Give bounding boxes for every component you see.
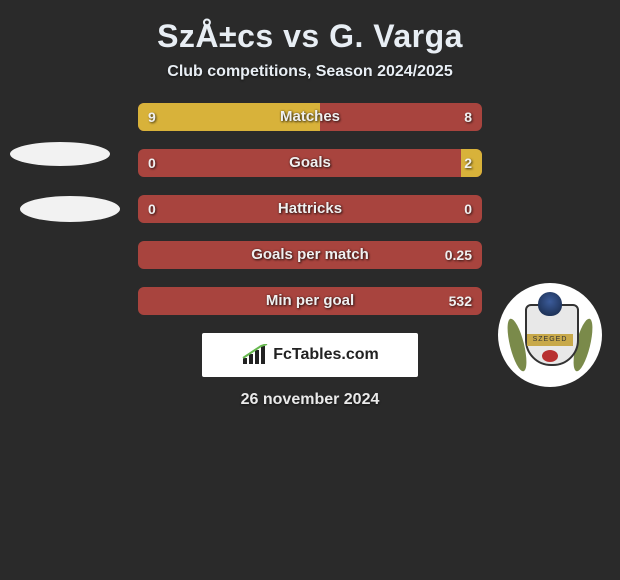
stat-label: Goals per match [138,241,482,269]
stat-value-right: 2 [464,149,472,177]
player-photo-placeholder [20,196,120,222]
stat-label: Min per goal [138,287,482,315]
subtitle: Club competitions, Season 2024/2025 [0,63,620,81]
date-label: 26 november 2024 [0,391,620,409]
stat-value-right: 0.25 [445,241,472,269]
stat-row: Goals per match0.25 [0,241,620,269]
stat-value-right: 0 [464,195,472,223]
fctables-label: FcTables.com [273,346,379,364]
stat-value-right: 532 [449,287,472,315]
player-photo-placeholder [10,142,110,166]
page-title: SzÅ±cs vs G. Varga [0,18,620,55]
stat-value-left: 0 [148,195,156,223]
widget-root: SzÅ±cs vs G. Varga Club competitions, Se… [0,18,620,409]
stat-label: Matches [138,103,482,131]
stat-value-left: 0 [148,149,156,177]
stat-label: Goals [138,149,482,177]
stat-row: Min per goal532 [0,287,620,315]
stat-value-right: 8 [464,103,472,131]
stat-row: Matches9 8 [0,103,620,131]
stat-label: Hattricks [138,195,482,223]
stat-value-left: 9 [148,103,156,131]
crest-text: SZEGED [527,334,573,346]
bars-icon [241,344,269,366]
fctables-logo-box: FcTables.com [202,333,418,377]
